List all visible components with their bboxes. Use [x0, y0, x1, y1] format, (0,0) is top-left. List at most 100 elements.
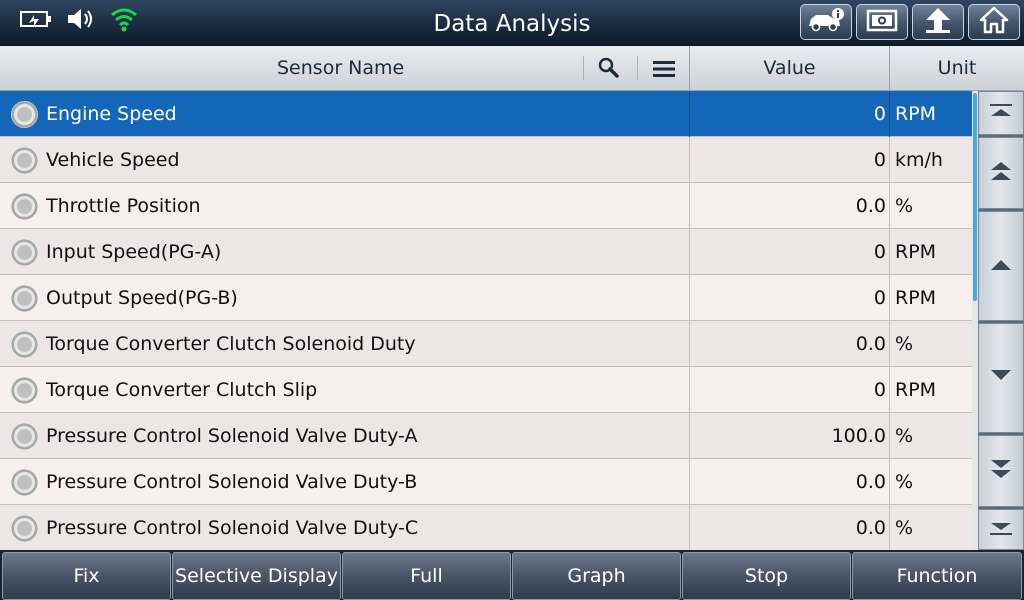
- table-row[interactable]: Pressure Control Solenoid Valve Duty-B 0…: [0, 459, 972, 505]
- cell-divider: [889, 413, 890, 459]
- sensor-value: 0: [873, 379, 886, 401]
- row-select-radio[interactable]: [11, 469, 38, 496]
- back-arrow-icon: [923, 6, 953, 38]
- sensor-value: 100.0: [831, 425, 886, 447]
- sensor-name: Pressure Control Solenoid Valve Duty-C: [46, 517, 419, 539]
- header-value[interactable]: Value: [763, 57, 816, 79]
- screenshot-button[interactable]: [856, 4, 908, 40]
- header-unit[interactable]: Unit: [937, 57, 977, 79]
- graph-button[interactable]: Graph: [512, 552, 681, 600]
- row-select-radio[interactable]: [11, 331, 38, 358]
- stop-button[interactable]: Stop: [682, 552, 851, 600]
- header-divider: [889, 46, 890, 91]
- table-row[interactable]: Input Speed(PG-A) 0 RPM: [0, 229, 972, 275]
- sensor-value: 0: [873, 103, 886, 125]
- list-scrollbar[interactable]: [972, 91, 978, 550]
- sensor-name: Input Speed(PG-A): [46, 241, 222, 263]
- status-icons: [20, 6, 138, 36]
- table-row[interactable]: Throttle Position 0.0 %: [0, 183, 972, 229]
- chevron-down-icon: [987, 366, 1015, 390]
- table-row[interactable]: Pressure Control Solenoid Valve Duty-C 0…: [0, 505, 972, 550]
- sensor-value: 0: [873, 287, 886, 309]
- table-row[interactable]: Output Speed(PG-B) 0 RPM: [0, 275, 972, 321]
- header-sensor-name-label: Sensor Name: [277, 57, 405, 79]
- row-select-radio[interactable]: [11, 101, 38, 128]
- sensor-name: Pressure Control Solenoid Valve Duty-A: [46, 425, 418, 447]
- title-bar: Data Analysis: [0, 0, 1024, 46]
- cell-divider: [689, 367, 690, 413]
- sensor-unit: %: [895, 517, 914, 539]
- sensor-unit: %: [895, 333, 914, 355]
- wifi-icon: [110, 6, 138, 36]
- search-button[interactable]: [596, 56, 622, 82]
- header-divider: [637, 56, 638, 80]
- cell-divider: [889, 275, 890, 321]
- home-icon: [979, 6, 1009, 38]
- cell-divider: [689, 321, 690, 367]
- row-select-radio[interactable]: [11, 193, 38, 220]
- row-select-radio[interactable]: [11, 423, 38, 450]
- sensor-unit: RPM: [895, 103, 937, 125]
- row-select-radio[interactable]: [11, 377, 38, 404]
- cell-divider: [689, 413, 690, 459]
- sensor-unit: RPM: [895, 287, 937, 309]
- menu-button[interactable]: [651, 57, 677, 81]
- sensor-value: 0: [873, 241, 886, 263]
- scroll-up-button[interactable]: [978, 211, 1024, 321]
- table-row[interactable]: Torque Converter Clutch Slip 0 RPM: [0, 367, 972, 413]
- scrollbar-thumb[interactable]: [973, 93, 977, 301]
- header-divider: [583, 56, 584, 80]
- table-row[interactable]: Engine Speed 0 RPM: [0, 91, 972, 137]
- selective-display-button[interactable]: Selective Display: [172, 552, 341, 600]
- header-sensor-name[interactable]: Sensor Name: [0, 46, 690, 91]
- sensor-value: 0.0: [855, 333, 886, 355]
- scroll-down-button[interactable]: [978, 323, 1024, 433]
- sensor-value: 0: [873, 149, 886, 171]
- sensor-unit: km/h: [895, 149, 943, 171]
- cell-divider: [889, 91, 890, 137]
- top-toolbar: [800, 4, 1020, 40]
- sensor-unit: %: [895, 471, 914, 493]
- sensor-unit: RPM: [895, 379, 937, 401]
- fix-button[interactable]: Fix: [2, 552, 171, 600]
- table-row[interactable]: Pressure Control Solenoid Valve Duty-A 1…: [0, 413, 972, 459]
- table-row[interactable]: Torque Converter Clutch Solenoid Duty 0.…: [0, 321, 972, 367]
- row-select-radio[interactable]: [11, 515, 38, 542]
- cell-divider: [889, 459, 890, 505]
- cell-divider: [689, 229, 690, 275]
- speaker-icon: [66, 7, 96, 35]
- function-button[interactable]: Function: [852, 552, 1022, 600]
- scroll-top-button[interactable]: [978, 91, 1024, 135]
- search-icon: [596, 57, 622, 86]
- vehicle-info-button[interactable]: [800, 4, 852, 40]
- full-button[interactable]: Full: [342, 552, 511, 600]
- scroll-to-bottom-icon: [987, 517, 1015, 543]
- back-button[interactable]: [912, 4, 964, 40]
- page-down-button[interactable]: [978, 435, 1024, 507]
- sensor-value: 0.0: [855, 517, 886, 539]
- cell-divider: [689, 505, 690, 550]
- sensor-unit: %: [895, 425, 914, 447]
- scroll-to-top-icon: [987, 100, 1015, 126]
- sensor-unit: RPM: [895, 241, 937, 263]
- sensor-name: Engine Speed: [46, 103, 177, 125]
- row-select-radio[interactable]: [11, 147, 38, 174]
- row-select-radio[interactable]: [11, 239, 38, 266]
- vehicle-info-icon: [806, 7, 846, 37]
- home-button[interactable]: [968, 4, 1020, 40]
- scroll-bottom-button[interactable]: [978, 509, 1024, 550]
- page-up-button[interactable]: [978, 137, 1024, 209]
- scroll-buttons: [978, 91, 1024, 550]
- sensor-list: Engine Speed 0 RPM Vehicle Speed 0 km/h …: [0, 91, 972, 550]
- sensor-name: Pressure Control Solenoid Valve Duty-B: [46, 471, 418, 493]
- cell-divider: [689, 459, 690, 505]
- double-chevron-up-icon: [987, 156, 1015, 190]
- cell-divider: [689, 91, 690, 137]
- cell-divider: [889, 183, 890, 229]
- sensor-value: 0.0: [855, 195, 886, 217]
- screenshot-icon: [865, 7, 899, 37]
- table-row[interactable]: Vehicle Speed 0 km/h: [0, 137, 972, 183]
- table-header: Sensor Name Value Unit: [0, 46, 1024, 91]
- header-divider: [689, 46, 690, 91]
- row-select-radio[interactable]: [11, 285, 38, 312]
